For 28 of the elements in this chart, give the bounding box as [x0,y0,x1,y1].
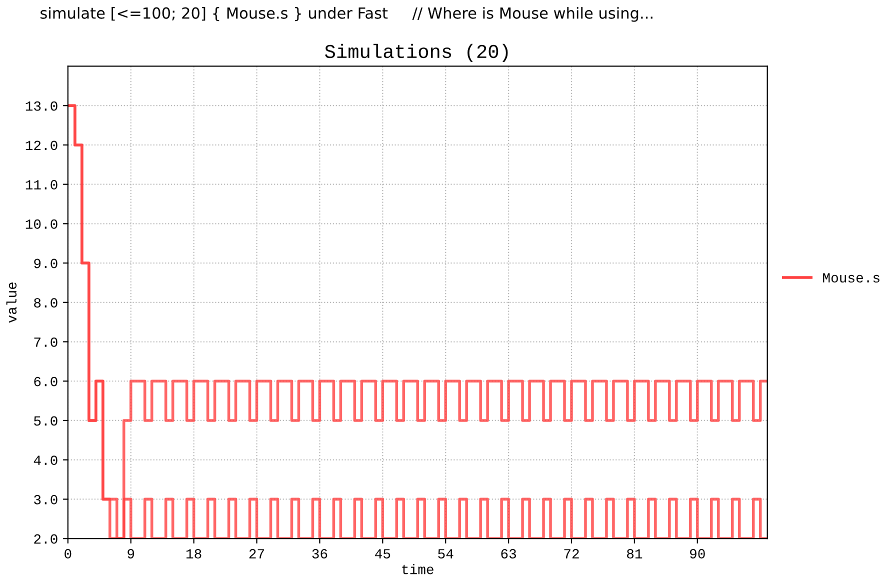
y-tick-label: 5.0 [34,416,58,426]
y-tick-label: 2.0 [34,534,58,544]
x-tick-label: 0 [64,549,72,558]
x-tick-label: 45 [375,549,390,558]
legend-label: Mouse.s [823,273,880,283]
y-tick-label: 13.0 [26,101,58,111]
y-tick-label: 11.0 [26,180,58,190]
y-axis-title: value [6,282,17,323]
text: simulate [<=100; 20] { Mouse.s } under Fast // Where is Mouse while using... [40,7,652,22]
y-tick-label: 3.0 [34,494,58,504]
y-tick-label: 12.0 [26,140,58,150]
y-tick-label: 8.0 [34,298,58,308]
x-tick-label: 27 [249,549,264,558]
y-tick-label: 7.0 [34,338,58,347]
x-tick-label: 90 [690,549,705,558]
y-tick-label: 9.0 [34,258,58,268]
x-tick-label: 81 [627,549,642,558]
x-axis-title: time [402,564,434,574]
y-tick-label: 4.0 [34,456,58,466]
x-tick-label: 72 [564,549,579,558]
y-tick-label: 10.0 [26,219,58,229]
x-tick-label: 18 [186,549,202,558]
y-tick-label: 6.0 [34,376,58,386]
x-tick-label: 63 [501,549,516,558]
x-tick-label: 54 [438,549,454,558]
x-tick-label: 9 [128,549,134,558]
x-tick-label: 36 [312,549,328,558]
chart-title: Simulations (20) [325,44,508,62]
